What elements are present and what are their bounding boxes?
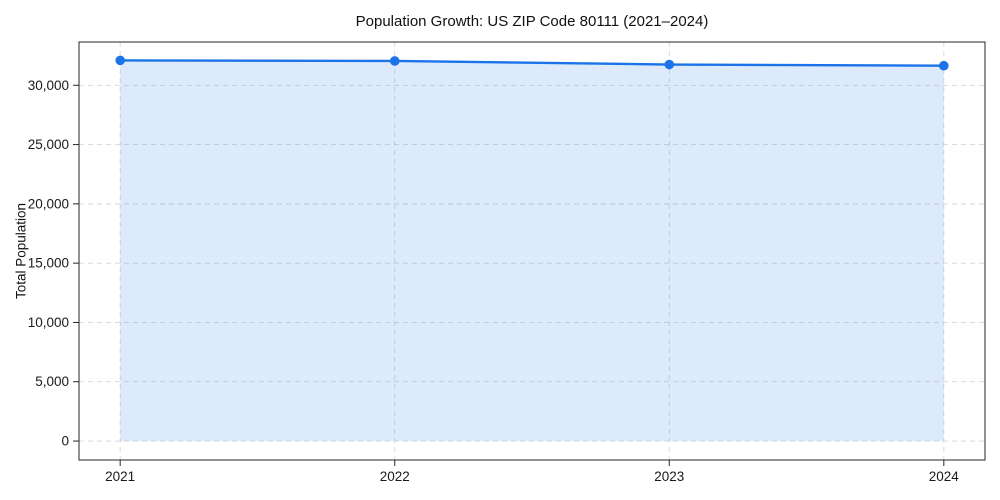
y-tick-label: 25,000 [28,137,69,152]
x-tick-label: 2021 [105,469,135,484]
data-point [389,56,400,66]
data-point [664,59,675,70]
data-point [115,55,125,66]
y-tick-label: 10,000 [28,315,69,330]
x-tick-label: 2024 [929,469,960,484]
y-tick-label: 0 [61,434,69,449]
y-tick-label: 15,000 [28,256,69,271]
y-tick-label: 30,000 [28,78,69,93]
y-tick-label: 5,000 [35,374,69,389]
axes-spine [78,41,986,461]
area-fill [120,60,944,442]
x-tick-label: 2023 [654,469,684,484]
chart-title: Population Growth: US ZIP Code 80111 (20… [355,13,709,30]
series-line [118,59,946,67]
data-point [939,60,949,71]
y-tick-label: 20,000 [28,196,69,211]
x-tick-label: 2022 [380,469,410,484]
